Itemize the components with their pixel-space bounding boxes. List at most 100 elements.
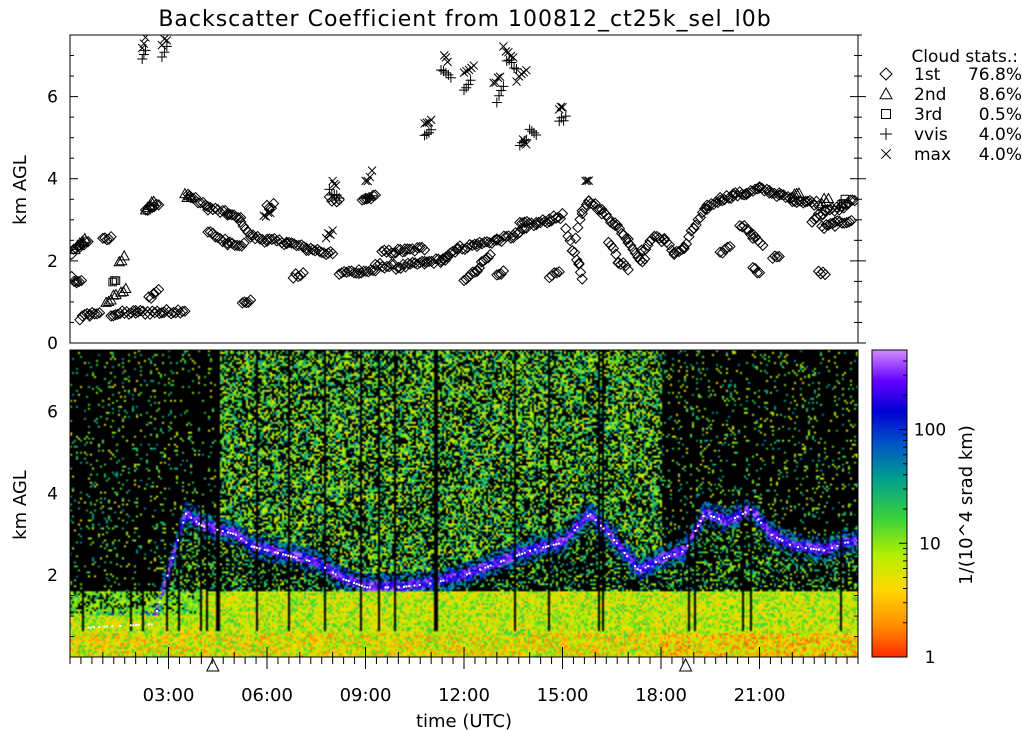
cloud-layer-point — [232, 532, 235, 535]
marker-1st — [292, 270, 304, 283]
cloud-layer-point — [639, 569, 642, 572]
marker-max — [141, 35, 150, 42]
cloud-layer-point — [305, 559, 308, 562]
marker-1st — [639, 243, 652, 255]
x-tick-label: 18:00 — [635, 685, 687, 706]
legend-percent: 4.0% — [979, 125, 1022, 145]
x-tick-label: 21:00 — [734, 685, 786, 706]
cloud-layer-point — [111, 625, 114, 628]
marker-1st — [221, 207, 234, 220]
marker-1st — [751, 183, 764, 195]
cloud-layer-point — [353, 581, 356, 584]
marker-1st — [836, 217, 848, 229]
cloud-base-y-axis: 0 2 4 6 — [47, 34, 866, 354]
cloud-layer-point — [135, 624, 138, 627]
cloud-layer-point — [203, 525, 206, 528]
marker-1st — [806, 216, 818, 228]
cloud-layer-point — [626, 555, 629, 558]
marker-1st — [134, 304, 147, 317]
cloud-layer-point — [158, 601, 161, 604]
marker-1st — [167, 306, 180, 319]
marker-1st — [114, 307, 126, 320]
marker-vvis — [504, 55, 515, 66]
cloud-layer-point — [815, 548, 818, 551]
marker-1st — [644, 235, 656, 247]
cloud-layer-point — [846, 541, 849, 544]
marker-1st — [845, 214, 858, 227]
marker-1st — [731, 190, 744, 202]
marker-1st — [635, 244, 648, 257]
marker-1st — [322, 247, 334, 259]
cloud-layer-point — [831, 547, 834, 550]
marker-vvis — [137, 53, 148, 64]
marker-max — [328, 226, 338, 235]
marker-1st — [498, 230, 510, 242]
cloud-layer-point — [177, 539, 180, 542]
marker-1st — [376, 245, 388, 258]
marker-max — [581, 176, 590, 186]
cloud-layer-point — [634, 565, 637, 568]
marker-1st — [202, 201, 214, 213]
marker-1st — [801, 195, 814, 208]
marker-1st — [383, 244, 395, 256]
cloud-layer-point — [836, 544, 839, 547]
marker-max — [491, 78, 501, 87]
marker-1st — [574, 266, 587, 279]
marker-2nd — [183, 189, 196, 201]
marker-1st — [562, 230, 574, 242]
marker-1st — [771, 251, 783, 263]
marker-1st — [710, 196, 722, 208]
cloud-layer-point — [718, 517, 721, 520]
x-tick-label: 06:00 — [241, 685, 293, 706]
marker-2nd — [793, 187, 805, 198]
marker-1st — [571, 254, 583, 266]
marker-1st — [773, 250, 785, 263]
cloud-layer-point — [324, 566, 327, 569]
marker-1st — [729, 187, 742, 199]
legend-symbol — [879, 86, 893, 100]
y-tick-label: 4 — [47, 484, 58, 504]
marker-1st — [705, 197, 718, 210]
marker-max — [522, 65, 531, 75]
cloud-layer-point — [770, 533, 773, 536]
marker-1st — [194, 197, 207, 209]
marker-1st — [298, 241, 310, 253]
marker-1st — [773, 189, 785, 201]
backscatter-y-axis: 2 4 6 — [47, 349, 858, 658]
cloud-layer-point — [363, 585, 366, 588]
marker-1st — [471, 265, 483, 278]
cloud-layer-point — [150, 623, 153, 626]
marker-max — [556, 102, 566, 112]
cloud-layer-point — [655, 560, 658, 563]
cloud-layer-point — [760, 521, 763, 524]
legend-symbol — [879, 67, 893, 81]
marker-1st — [209, 202, 221, 214]
cloud-layer-point — [148, 623, 151, 626]
marker-1st — [806, 196, 818, 208]
marker-1st — [355, 267, 367, 279]
legend-percent: 0.5% — [979, 105, 1022, 125]
legend-symbol — [881, 109, 891, 119]
marker-max — [321, 233, 331, 243]
marker-1st — [103, 233, 115, 245]
marker-1st — [174, 307, 187, 319]
marker-1st — [179, 305, 191, 317]
backscatter-y-label: km AGL — [10, 470, 31, 540]
marker-1st — [619, 259, 632, 272]
cloud-layer-point — [405, 585, 408, 588]
marker-vvis — [423, 127, 434, 138]
marker-1st — [435, 254, 447, 267]
marker-1st — [170, 307, 182, 319]
marker-1st — [112, 308, 124, 321]
backscatter-panel: 246 03:00 06:00 09:00 12:00 15:00 18:00 21:00 … — [10, 349, 859, 730]
marker-1st — [530, 218, 542, 231]
marker-2nd — [100, 296, 112, 307]
marker-1st — [353, 267, 365, 280]
marker-1st — [447, 245, 459, 258]
marker-1st — [609, 219, 621, 232]
y-tick-label: 6 — [47, 402, 58, 422]
marker-1st — [721, 241, 734, 253]
marker-vvis — [334, 192, 345, 203]
marker-1st — [550, 212, 562, 224]
marker-1st — [736, 188, 748, 201]
